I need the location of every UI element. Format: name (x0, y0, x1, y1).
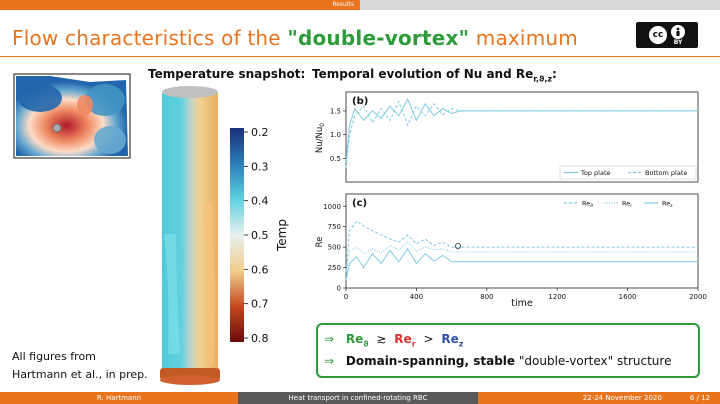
title-highlight: "double-vortex" (287, 26, 470, 50)
title-suffix: maximum (469, 26, 578, 50)
legend-bottom-plate: Bottom plate (645, 169, 687, 177)
y-tick-label: 0.5 (330, 155, 341, 163)
footer-author: R. Hartmann (0, 392, 238, 404)
panel-b-label: (b) (352, 96, 368, 107)
re-theta-sub: ϑ (363, 339, 369, 349)
slide-title: Flow characteristics of the "double-vort… (12, 26, 578, 50)
legend-re-r: Rer (622, 200, 632, 210)
y-tick-label: 0 (337, 285, 341, 293)
temporal-label-colon: : (552, 67, 557, 81)
nusselt-series (345, 97, 698, 168)
title-prefix: Flow characteristics of the (12, 26, 288, 50)
reynolds-series (345, 220, 698, 280)
y-tick-label: 1.0 (330, 131, 341, 139)
series-line-0 (345, 97, 698, 164)
marker-circle-icon (454, 243, 461, 250)
temperature-cylinder (160, 86, 220, 385)
top-bar-right (360, 0, 720, 10)
re-r: Re (394, 332, 412, 346)
colorbar-tick-label: 0.8 (251, 332, 269, 345)
colorbar-tick-label: 0.2 (251, 126, 269, 139)
nusselt-ylabel: Nu/Nu0 (315, 123, 326, 153)
colorbar-tick-label: 0.7 (251, 298, 269, 311)
section-label[interactable]: Results (0, 0, 360, 10)
re-z: Re (441, 332, 459, 346)
legend-top-plate: Top plate (580, 169, 611, 177)
y-tick-label: 750 (328, 223, 341, 231)
reynolds-xticks: 0 400 800 1200 1600 2000 (344, 288, 707, 301)
nusselt-yticks: 0.5 1.0 1.5 (330, 107, 346, 163)
summary-box: ⇒ Reϑ ≳ Rer > Rez ⇒ Domain-spanning, sta… (316, 323, 700, 378)
nusselt-legend: Top plate Bottom plate (559, 165, 697, 180)
y-tick-label: 1000 (323, 203, 341, 211)
temporal-label-sub: r,ϑ,z (533, 74, 553, 84)
summary-rest-text: "double-vortex" structure (515, 354, 672, 368)
approx-symbol: ≳ (376, 332, 387, 346)
top-navigation-bar: Results (0, 0, 720, 10)
series-line-0 (345, 220, 698, 272)
summary-row-1: ⇒ Reϑ ≳ Rer > Rez (324, 332, 463, 348)
by-block: BY (671, 24, 685, 46)
footer-date: 22-24 November 2020 (582, 394, 662, 402)
footnote-line-2: Hartmann et al., in prep. (12, 368, 148, 381)
x-tick-label: 1600 (619, 293, 637, 301)
colorbar-tick-label: 0.6 (251, 263, 269, 276)
reynolds-ylabel: Re (315, 237, 325, 248)
implies-arrow-icon-2: ⇒ (324, 354, 335, 368)
footer-right: 22-24 November 2020 6 / 12 (478, 392, 720, 404)
colorbar-ticks: 0.2 0.3 0.4 0.5 0.6 0.7 0.8 (244, 126, 269, 345)
legend-re-theta: Reϑ (582, 200, 593, 210)
colorbar-label: Temp (275, 219, 289, 252)
re-r-sub: r (411, 339, 416, 349)
summary-bold-text: Domain-spanning, stable (345, 354, 516, 368)
marker-dot-icon (52, 123, 62, 133)
greater-than-symbol: > (423, 332, 434, 346)
x-tick-label: 2000 (689, 293, 707, 301)
temperature-colorbar: 0.2 0.3 0.4 0.5 0.6 0.7 0.8 Temp (230, 126, 289, 345)
re-z-sub: z (458, 339, 464, 349)
re-theta: Re (345, 332, 364, 346)
title-rule (0, 56, 720, 57)
colorbar-tick-label: 0.4 (251, 195, 269, 208)
reynolds-legend: Reϑ Rer Rez (564, 200, 673, 210)
footnote-line-1: All figures from (12, 350, 96, 363)
y-tick-label: 500 (328, 244, 341, 252)
implies-arrow-icon: ⇒ (324, 332, 335, 346)
colorbar-tick-label: 0.5 (251, 229, 269, 242)
y-tick-label: 1.5 (330, 107, 341, 115)
footer-bar: R. Hartmann Heat transport in confined-r… (0, 392, 720, 404)
series-line-1 (345, 100, 698, 168)
reynolds-chart: (c) Re time 0 250 500 750 1000 0 400 800 1200 16… (315, 193, 707, 309)
panel-c-label: (c) (352, 198, 367, 209)
reynolds-chart-frame (345, 193, 699, 289)
x-tick-label: 1200 (548, 293, 566, 301)
temporal-label-text: Temporal evolution of Nu and Re (312, 67, 534, 81)
footer-page-number[interactable]: 6 / 12 (689, 394, 710, 402)
thumbnail-heatmap (13, 73, 131, 159)
x-tick-label: 400 (410, 293, 423, 301)
nusselt-chart: (b) Nu/Nu0 0.5 1.0 1.5 Top plate Bottom pl… (315, 91, 699, 183)
legend-re-z: Rez (662, 200, 673, 210)
y-tick-label: 250 (328, 264, 341, 272)
cc-icon: cc (649, 26, 667, 44)
temperature-label: Temperature snapshot: (148, 67, 306, 81)
cc-by-license-badge: cc BY (636, 22, 698, 48)
temporal-label: Temporal evolution of Nu and Rer,ϑ,z: (312, 67, 557, 83)
footnote: All figures from Hartmann et al., in pre… (12, 348, 148, 384)
time-xlabel: time (511, 298, 533, 309)
series-line-1 (345, 241, 698, 276)
by-label: BY (673, 38, 683, 46)
x-tick-label: 0 (344, 293, 348, 301)
colorbar-tick-label: 0.3 (251, 160, 269, 173)
by-person-icon (671, 24, 685, 39)
series-line-2 (345, 247, 698, 280)
x-tick-label: 800 (480, 293, 493, 301)
reynolds-yticks: 0 250 500 750 1000 (323, 203, 346, 293)
summary-row-2: ⇒ Domain-spanning, stable "double-vortex… (324, 354, 671, 368)
footer-talk-title: Heat transport in confined-rotating RBC (238, 392, 478, 404)
